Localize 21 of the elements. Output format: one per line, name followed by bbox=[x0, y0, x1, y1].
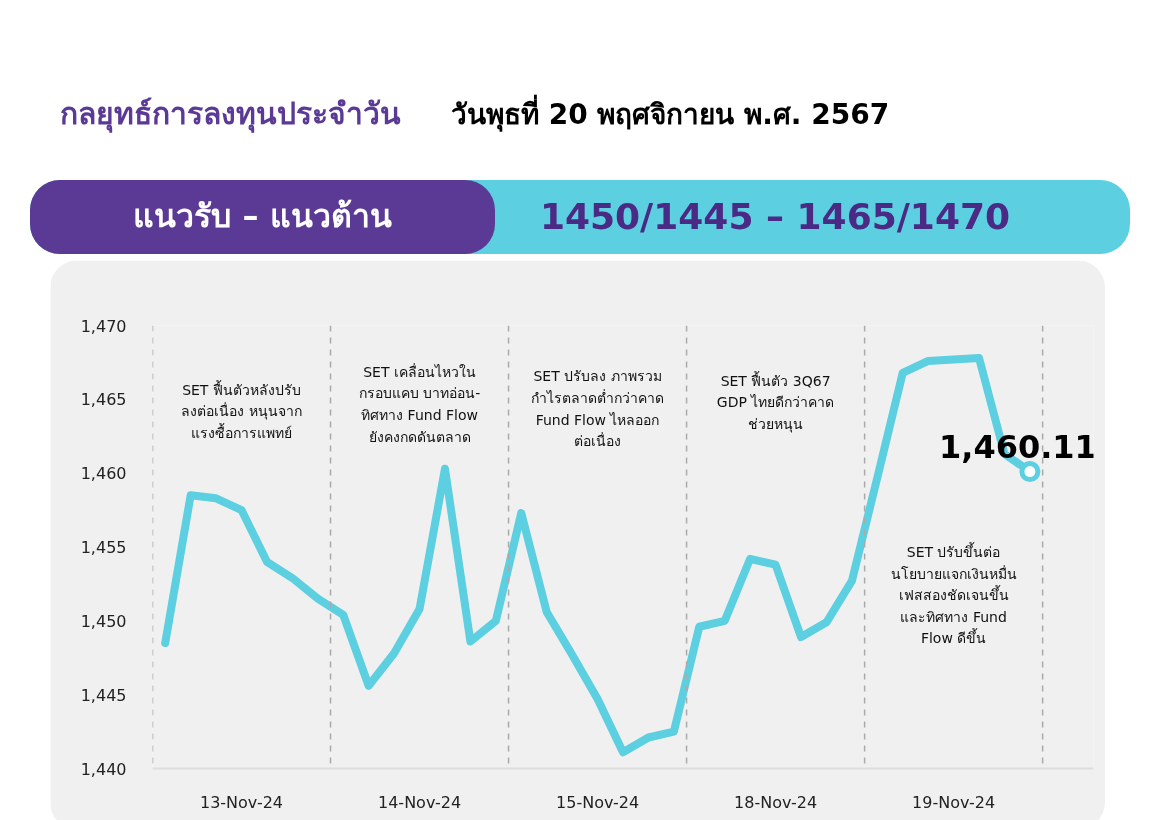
annotation: SET ฟื้นตัวหลังปรับ ลงต่อเนื่อง หนุนจาก แรงซื้อการแพทย์ bbox=[181, 379, 302, 441]
x-tick-label: 18-Nov-24 bbox=[734, 792, 818, 812]
annotation: SET เคลื่อนไหวใน กรอบแคบ บาทอ่อน- ทิศทาง Fund Flow ยังคงกดดันตลาด bbox=[358, 362, 481, 445]
y-tick-label: 1,470 bbox=[80, 316, 127, 336]
chart-title: กลยุทธ์การลงทุนประจำวัน bbox=[60, 95, 401, 135]
y-tick-label: 1,445 bbox=[80, 685, 127, 705]
y-tick-label: 1,440 bbox=[80, 759, 127, 779]
x-tick-label: 15-Nov-24 bbox=[556, 792, 640, 812]
y-tick-label: 1,460 bbox=[80, 464, 127, 484]
y-tick-label: 1,465 bbox=[80, 390, 127, 410]
y-tick-label: 1,450 bbox=[80, 611, 127, 631]
text: 1450/1445 – 1465/1470 bbox=[538, 195, 1012, 240]
x-tick-label: 19-Nov-24 bbox=[912, 792, 996, 812]
annotation: SET ปรับลง ภาพรวม กำไรตลาดต่ำกว่าคาด Fund Flow ไหลออก ต่อเนื่อง bbox=[531, 368, 665, 450]
annotation: SET ฟื้นตัว 3Q67 GDP ไทยดีกว่าคาด ช่วยหนุน bbox=[716, 370, 835, 433]
x-tick-label: 13-Nov-24 bbox=[199, 792, 284, 812]
annotation: SET ปรับขึ้นต่อ นโยบายแจกเงินหมื่น เฟสสองชัดเจนขึ้น และทิศทาง Fund Flow ดีขึ้น bbox=[890, 542, 1017, 647]
text: แนวรับ – แนวต้าน bbox=[30, 180, 495, 254]
x-tick-label: 14-Nov-24 bbox=[378, 792, 462, 812]
chart-subtitle: วันพุธที่ 20 พฤศจิกายน พ.ศ. 2567 bbox=[451, 95, 890, 134]
y-tick-label: 1,455 bbox=[80, 538, 127, 557]
